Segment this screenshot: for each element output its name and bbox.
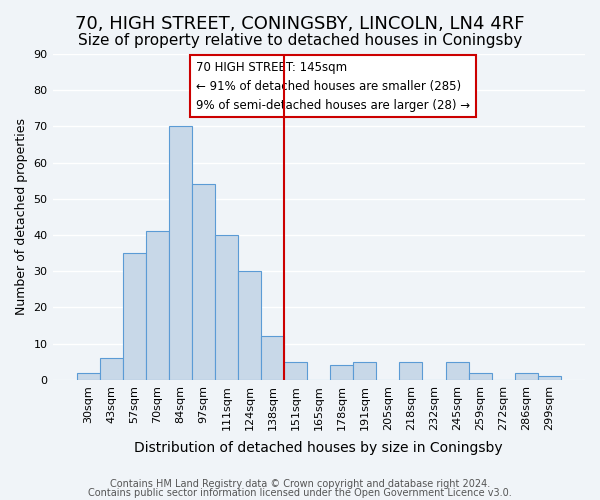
Bar	[538, 376, 561, 380]
Text: 70, HIGH STREET, CONINGSBY, LINCOLN, LN4 4RF: 70, HIGH STREET, CONINGSBY, LINCOLN, LN4…	[75, 15, 525, 33]
X-axis label: Distribution of detached houses by size in Coningsby: Distribution of detached houses by size …	[134, 441, 503, 455]
Y-axis label: Number of detached properties: Number of detached properties	[15, 118, 28, 316]
Bar	[215, 235, 238, 380]
Bar	[123, 253, 146, 380]
Bar	[353, 362, 376, 380]
Bar	[469, 372, 491, 380]
Bar	[515, 372, 538, 380]
Bar	[330, 366, 353, 380]
Bar	[192, 184, 215, 380]
Bar	[446, 362, 469, 380]
Text: Contains HM Land Registry data © Crown copyright and database right 2024.: Contains HM Land Registry data © Crown c…	[110, 479, 490, 489]
Text: Size of property relative to detached houses in Coningsby: Size of property relative to detached ho…	[78, 32, 522, 48]
Bar	[146, 232, 169, 380]
Text: Contains public sector information licensed under the Open Government Licence v3: Contains public sector information licen…	[88, 488, 512, 498]
Bar	[77, 372, 100, 380]
Bar	[261, 336, 284, 380]
Bar	[238, 272, 261, 380]
Bar	[169, 126, 192, 380]
Bar	[100, 358, 123, 380]
Bar	[284, 362, 307, 380]
Bar	[400, 362, 422, 380]
Text: 70 HIGH STREET: 145sqm
← 91% of detached houses are smaller (285)
9% of semi-det: 70 HIGH STREET: 145sqm ← 91% of detached…	[196, 60, 470, 112]
